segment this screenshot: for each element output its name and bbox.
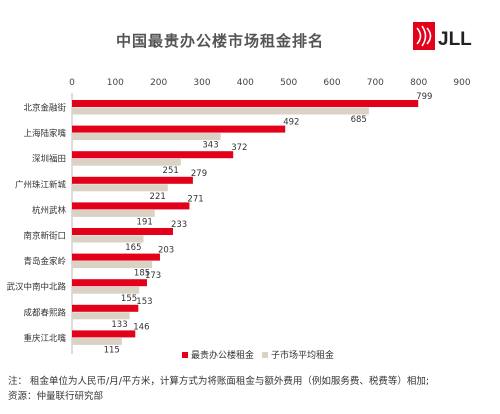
data-label: 203 <box>158 246 174 256</box>
bar-max-rent <box>72 228 173 235</box>
data-label: 271 <box>187 194 203 204</box>
data-label: 221 <box>150 192 166 202</box>
bar-max-rent <box>72 304 139 312</box>
chart-title: 中国最贵办公楼市场租金排名 <box>115 32 324 50</box>
data-label: 115 <box>104 345 120 355</box>
x-tick-label: 900 <box>453 78 470 88</box>
bar-max-rent <box>72 100 419 107</box>
category-label: 北京金融街 <box>23 103 66 114</box>
bar-avg-rent <box>72 158 181 166</box>
legend-entry: 子市场平均租金 <box>271 349 334 361</box>
category-label: 杭州武林 <box>32 205 67 216</box>
footnotes: 注： 租金单位为人民币/月/平方米，计算方式为将账面租金与额外费用（例如服务费、… <box>8 374 429 404</box>
category-label: 武汉中南中北路 <box>6 282 66 293</box>
x-tick-label: 0 <box>69 78 75 88</box>
bar-avg-rent <box>72 107 369 115</box>
bar-max-rent <box>72 253 160 261</box>
footnote-source: 资源：仲量联行研究部 <box>8 391 104 402</box>
data-label: 153 <box>136 297 152 307</box>
data-label: 799 <box>416 92 432 102</box>
data-label: 233 <box>171 220 187 230</box>
category-label: 深圳福田 <box>32 154 66 165</box>
bar-max-rent <box>72 151 234 159</box>
bar-max-rent <box>72 279 147 287</box>
data-label: 251 <box>163 166 179 176</box>
data-label: 191 <box>137 217 153 227</box>
category-label: 上海陆家嘴 <box>23 128 66 139</box>
data-label: 165 <box>125 243 141 253</box>
data-label: 155 <box>121 294 137 304</box>
data-label: 133 <box>111 320 127 330</box>
bar-max-rent <box>72 202 190 210</box>
data-label: 343 <box>202 141 218 151</box>
x-tick-label: 500 <box>280 78 297 88</box>
data-label: 492 <box>283 118 299 128</box>
bar-avg-rent <box>72 312 130 320</box>
logo-text: JLL <box>438 29 472 50</box>
bar-avg-rent <box>72 133 221 141</box>
data-label: 372 <box>231 143 247 153</box>
x-tick-label: 400 <box>237 78 254 88</box>
bar-avg-rent <box>72 261 153 269</box>
bar-avg-rent <box>72 337 122 345</box>
bar-avg-rent <box>72 235 144 243</box>
x-tick-label: 200 <box>150 78 167 88</box>
bar-max-rent <box>72 125 286 133</box>
category-label: 重庆江北嘴 <box>23 333 66 344</box>
data-label: 146 <box>133 322 149 332</box>
bar-avg-rent <box>72 286 140 294</box>
category-label: 广州珠江新城 <box>15 179 67 190</box>
data-label: 279 <box>191 169 207 179</box>
x-tick-label: 600 <box>323 78 340 88</box>
legend-swatch <box>182 352 188 358</box>
category-label: 青岛金家岭 <box>23 256 66 267</box>
legend-swatch <box>262 352 268 358</box>
x-tick-label: 700 <box>367 78 384 88</box>
bar-max-rent <box>72 330 136 338</box>
data-label: 173 <box>145 271 161 281</box>
footnote-unit: 注： 租金单位为人民币/月/平方米，计算方式为将账面租金与额外费用（例如服务费、… <box>8 376 430 387</box>
x-tick-label: 300 <box>193 78 210 88</box>
bar-avg-rent <box>72 209 155 217</box>
bar-max-rent <box>72 176 193 184</box>
bar-chart: 0 100 200 300 400 500 600 700 800 900 北京金融街 799 685 上… <box>6 78 470 361</box>
category-label: 成都春熙路 <box>23 307 66 318</box>
data-label: 685 <box>351 115 367 125</box>
x-tick-label: 100 <box>107 78 124 88</box>
legend-entry: 最贵办公楼租金 <box>191 349 254 361</box>
data-label: 185 <box>134 269 150 279</box>
x-tick-label: 800 <box>410 78 427 88</box>
jll-logo: JLL <box>413 22 472 50</box>
bar-avg-rent <box>72 184 168 192</box>
category-label: 南京新街口 <box>23 231 66 242</box>
